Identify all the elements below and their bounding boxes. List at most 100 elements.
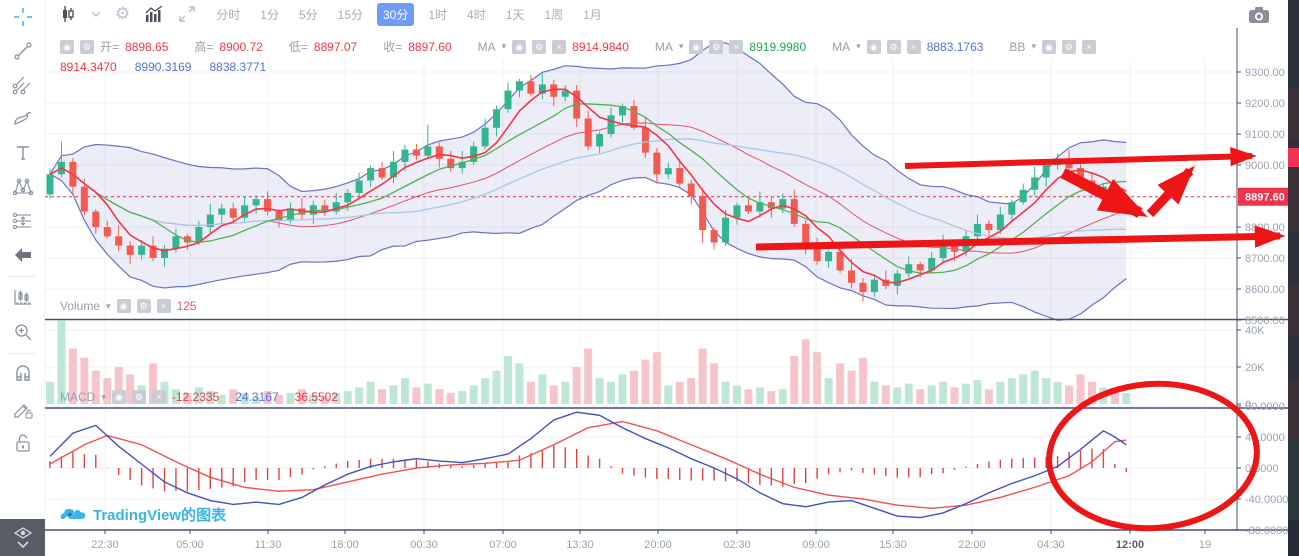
- chart-style-caret[interactable]: [91, 11, 101, 17]
- ma3-label[interactable]: MA: [832, 39, 851, 54]
- panel-sliver-segment: [1288, 232, 1299, 285]
- svg-text:05:00: 05:00: [176, 539, 204, 551]
- visibility-icon[interactable]: ◉: [1041, 39, 1056, 54]
- svg-text:9000.00: 9000.00: [1245, 160, 1285, 172]
- crosshair-tool[interactable]: [0, 0, 45, 34]
- visibility-icon[interactable]: ◉: [60, 39, 74, 54]
- settings-icon[interactable]: ⚙: [131, 390, 146, 404]
- magnet-tool[interactable]: [0, 358, 45, 392]
- pencil-lock-icon: [13, 404, 33, 419]
- svg-text:12:00: 12:00: [1116, 539, 1144, 551]
- brush-tool[interactable]: [0, 102, 45, 136]
- svg-text:07:00: 07:00: [489, 539, 517, 551]
- chart-settings-button[interactable]: ⚙: [115, 4, 131, 23]
- measure-tool[interactable]: [0, 281, 45, 315]
- macd-hist-value: -12.2335: [171, 390, 220, 404]
- timeframe-button[interactable]: 5分: [298, 7, 318, 22]
- svg-text:02:30: 02:30: [723, 539, 751, 551]
- timeframe-button[interactable]: 分时: [216, 7, 241, 22]
- bb-label[interactable]: BB: [1009, 39, 1026, 54]
- settings-icon[interactable]: ⚙: [1061, 39, 1076, 54]
- caret-down-icon: ▾: [678, 41, 684, 51]
- settings-icon[interactable]: ⚙: [80, 39, 94, 54]
- volume-label[interactable]: Volume: [60, 299, 101, 313]
- tradingview-attribution[interactable]: TradingView的图表: [60, 504, 226, 525]
- trendline-tool[interactable]: [0, 34, 45, 68]
- close-icon[interactable]: ×: [552, 39, 567, 54]
- drawing-lock-tool[interactable]: [0, 392, 45, 426]
- timeframe-button[interactable]: 1时: [428, 7, 448, 22]
- close-icon[interactable]: ×: [151, 390, 166, 404]
- lock-all-tool[interactable]: [0, 426, 45, 460]
- long-position-tool[interactable]: [0, 204, 45, 238]
- unlock-icon: [15, 434, 30, 452]
- indicators-button[interactable]: [144, 5, 164, 23]
- timeframe-button[interactable]: 30分: [377, 2, 415, 26]
- zoom-in-tool[interactable]: [0, 315, 45, 349]
- svg-text:18:00: 18:00: [331, 539, 359, 551]
- panel-sliver-segment: [1288, 0, 1299, 88]
- caret-down-icon: ▾: [501, 41, 507, 51]
- close-icon[interactable]: ×: [906, 39, 921, 54]
- macd-label[interactable]: MACD: [60, 390, 96, 404]
- macd-legend: MACD ▾ ◉ ⚙ × -12.2335 24.3167 36.5502: [60, 390, 338, 404]
- timeframe-button[interactable]: 1周: [544, 7, 564, 22]
- visibility-icon[interactable]: ◉: [111, 390, 126, 404]
- svg-text:8500.00: 8500.00: [1245, 315, 1285, 327]
- svg-text:20:00: 20:00: [644, 539, 672, 551]
- svg-text:-40.0000: -40.0000: [1245, 494, 1288, 506]
- trendline-icon: [13, 42, 32, 60]
- fullscreen-button[interactable]: [178, 5, 196, 23]
- chart-toolbar: ⚙ 分时 1分 5分 15分 30分 1时 4时 1天 1周 1月: [45, 0, 1288, 28]
- pitchfork-tool[interactable]: [0, 68, 45, 102]
- timeframe-button[interactable]: 4时: [467, 7, 486, 22]
- volume-value: 125: [176, 299, 197, 313]
- macd-dea-value: 36.5502: [294, 390, 339, 404]
- visibility-icon[interactable]: ◉: [689, 39, 704, 54]
- visibility-icon[interactable]: ◉: [866, 39, 881, 54]
- macd-dif-value: 24.3167: [235, 390, 279, 404]
- close-icon[interactable]: ×: [1081, 39, 1096, 54]
- open-label: 开=: [100, 40, 120, 54]
- ma1-label[interactable]: MA: [477, 39, 496, 54]
- chart-style-button[interactable]: [59, 5, 77, 23]
- timeframe-button[interactable]: 1月: [583, 7, 602, 22]
- caret-down-icon: [91, 11, 101, 17]
- panel-sliver-segment: [1288, 380, 1299, 440]
- ma3-value: 8883.1763: [926, 39, 984, 54]
- settings-icon[interactable]: ⚙: [886, 39, 901, 54]
- screenshot-camera-button[interactable]: [1248, 6, 1270, 29]
- timeframe-button[interactable]: 1分: [260, 7, 279, 22]
- visibility-icon[interactable]: ◉: [116, 299, 131, 313]
- fullscreen-icon: [179, 6, 195, 22]
- svg-text:9200.00: 9200.00: [1245, 98, 1285, 110]
- settings-icon[interactable]: ⚙: [532, 39, 547, 54]
- back-arrow-button[interactable]: [0, 238, 45, 272]
- text-tool[interactable]: [0, 136, 45, 170]
- xabcd-pattern-tool[interactable]: [0, 170, 45, 204]
- svg-text:11:30: 11:30: [255, 539, 282, 551]
- svg-text:8700.00: 8700.00: [1245, 253, 1285, 265]
- timeframe-button[interactable]: 15分: [337, 7, 363, 22]
- hide-drawings-button[interactable]: [0, 519, 45, 556]
- open-value: 8898.65: [125, 39, 169, 54]
- back-arrow-icon: [14, 248, 31, 262]
- close-icon[interactable]: ×: [729, 39, 744, 54]
- panel-sliver-segment: [1288, 140, 1299, 148]
- zoom-in-icon: [14, 324, 31, 341]
- visibility-icon[interactable]: ◉: [512, 39, 527, 54]
- adjacent-panel-sliver: [1288, 0, 1299, 556]
- svg-text:80.0000: 80.0000: [1245, 401, 1285, 413]
- close-label: 收=: [383, 40, 403, 54]
- caret-down-icon: ▾: [856, 41, 861, 51]
- settings-icon[interactable]: ⚙: [709, 39, 724, 54]
- chart-style-icon: [63, 6, 74, 22]
- svg-text:19: 19: [1199, 539, 1211, 551]
- settings-icon[interactable]: ⚙: [136, 299, 151, 313]
- close-icon[interactable]: ×: [156, 299, 171, 313]
- long-position-icon: [12, 212, 31, 230]
- ma1-value: 8914.9840: [572, 39, 629, 54]
- timeframe-button[interactable]: 1天: [505, 7, 525, 22]
- ma2-label[interactable]: MA: [654, 39, 673, 54]
